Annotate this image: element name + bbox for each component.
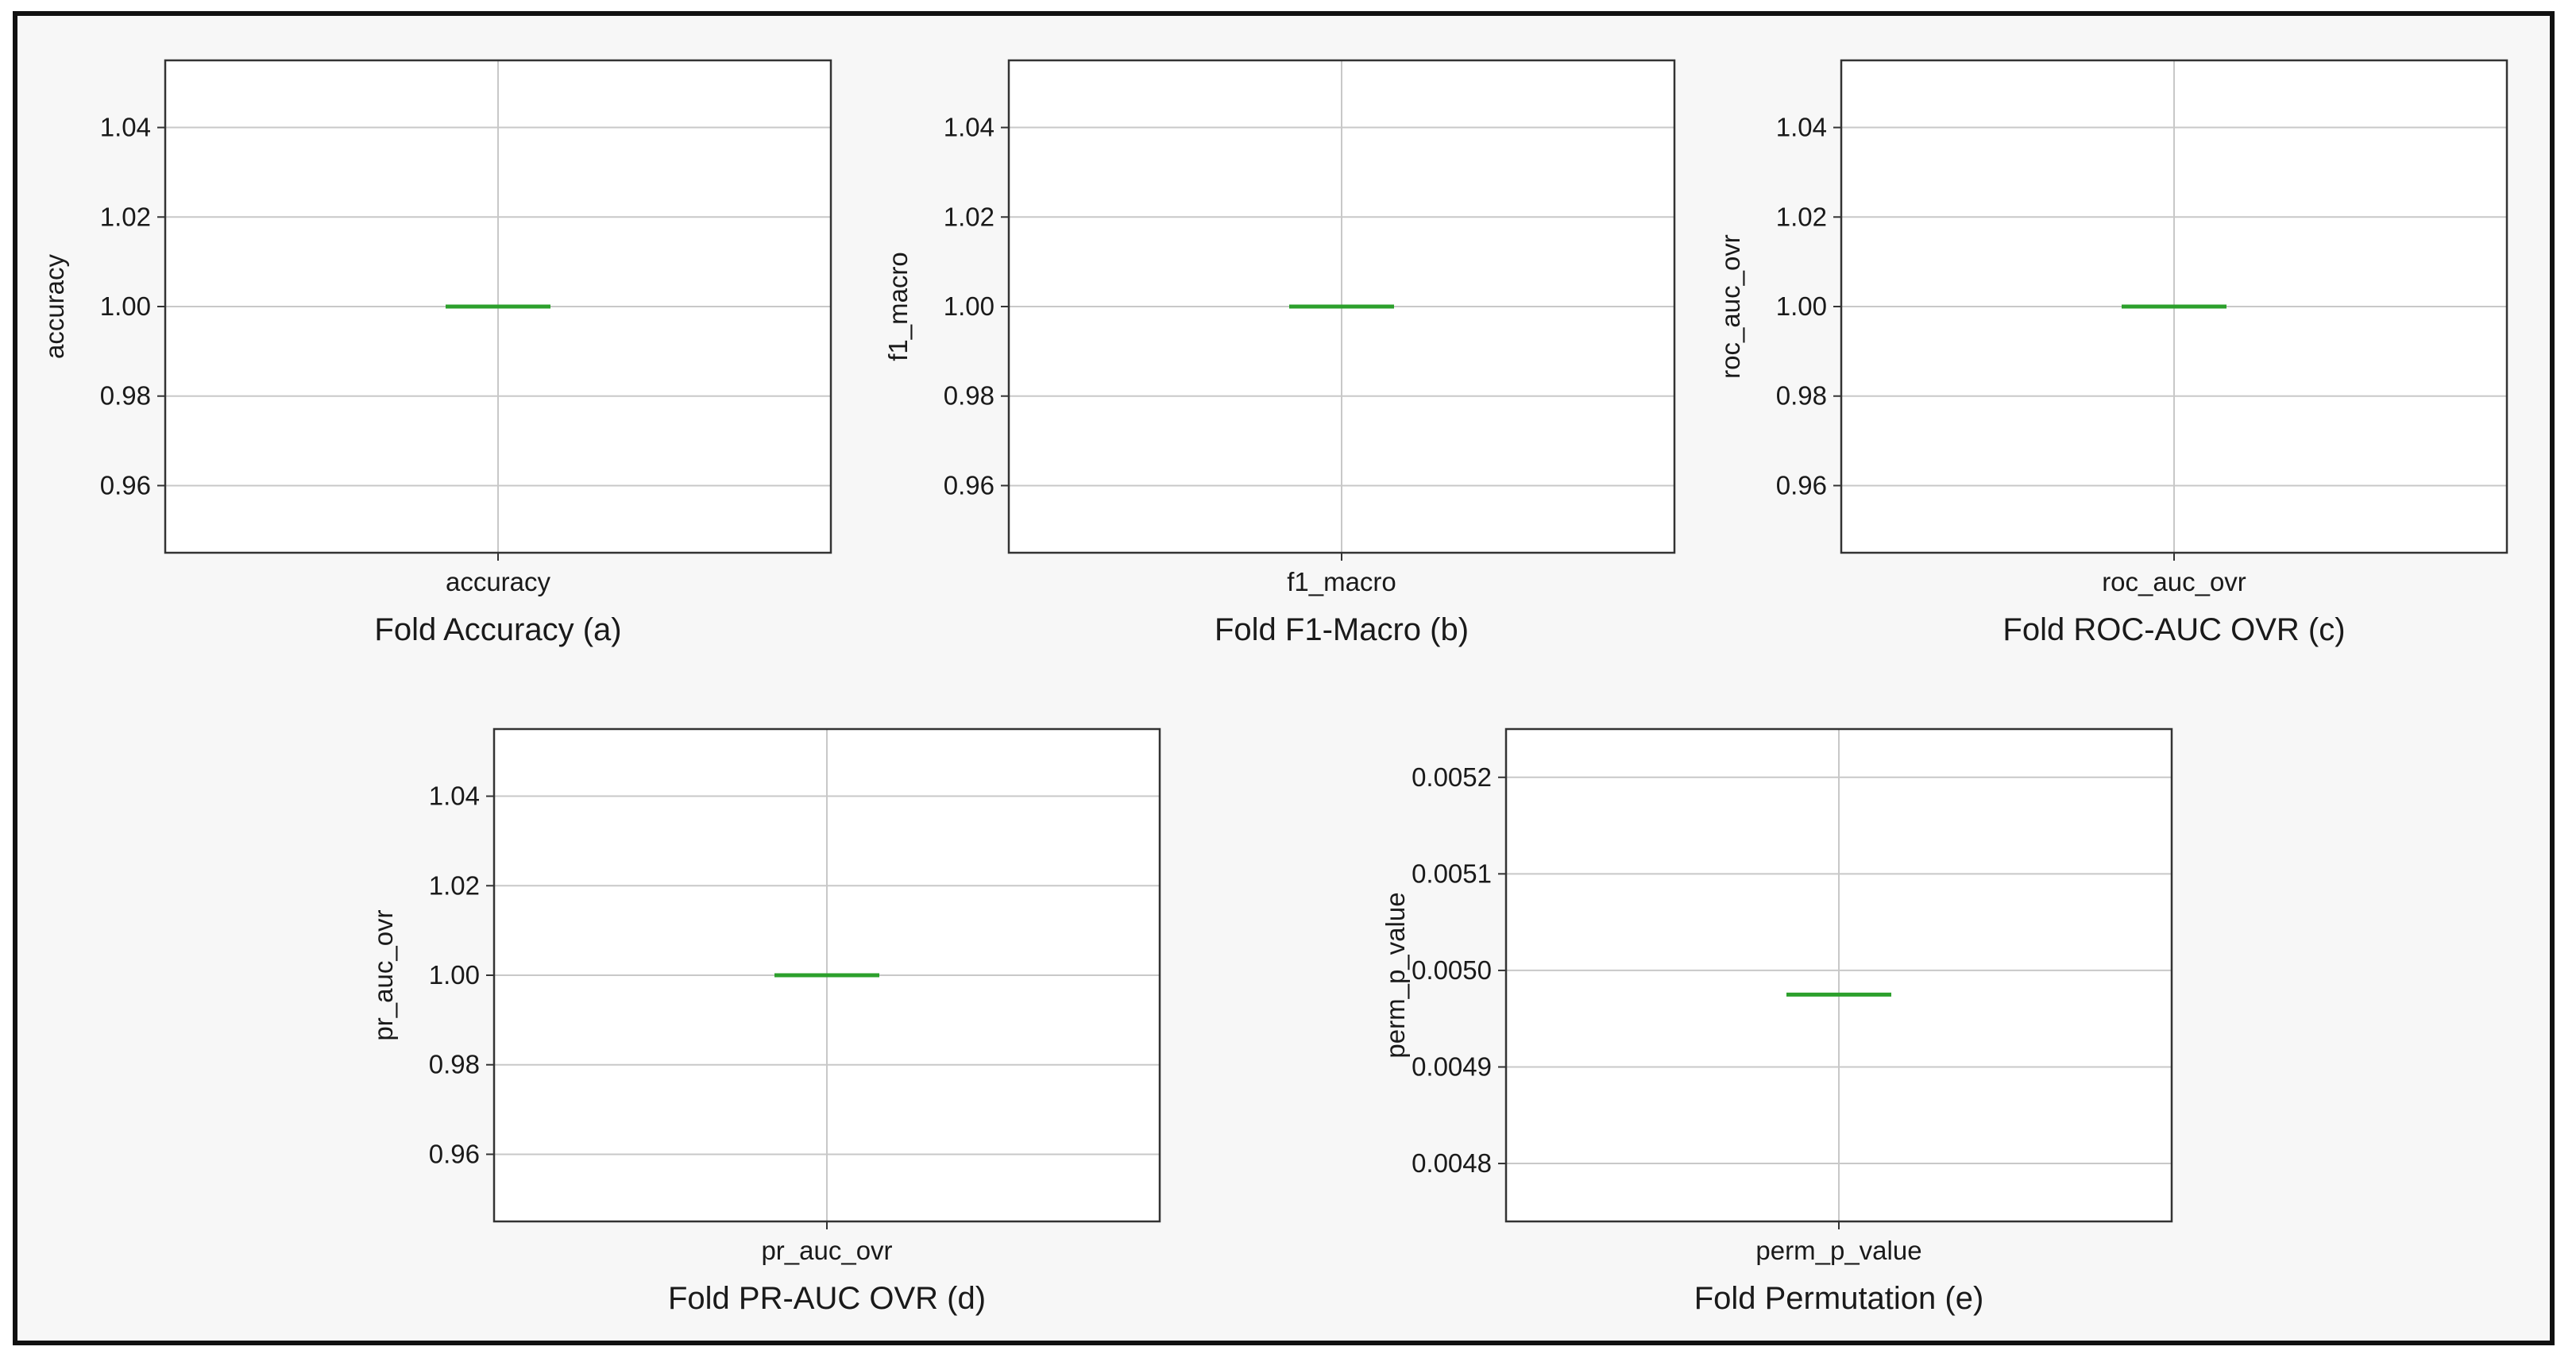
y-tick-label: 1.02 [429, 870, 480, 900]
y-tick-label: 0.0049 [1412, 1051, 1492, 1081]
y-tick-label: 0.0050 [1412, 955, 1492, 985]
x-tick-label: pr_auc_ovr [761, 1236, 892, 1265]
y-tick-label: 0.96 [1776, 470, 1827, 500]
y-tick-label: 1.00 [100, 291, 151, 321]
y-tick-label: 1.02 [100, 202, 151, 231]
y-tick-label: 1.04 [944, 113, 994, 142]
y-tick-label: 1.04 [429, 781, 480, 811]
y-tick-label: 0.98 [944, 381, 994, 411]
y-tick-label: 0.96 [429, 1139, 480, 1168]
chart-caption: Fold F1-Macro (b) [1215, 612, 1469, 647]
y-tick-label: 1.00 [944, 291, 994, 321]
y-tick-label: 1.00 [1776, 291, 1827, 321]
x-tick-label: accuracy [446, 567, 551, 596]
y-tick-label: 0.96 [100, 470, 151, 500]
y-tick-label: 1.02 [1776, 202, 1827, 231]
chart-3: 0.96 0.98 1.00 1.02 1.04 roc_auc_ovr Fold ROC-… [1716, 59, 2508, 647]
y-axis-label: perm_p_value [1381, 892, 1410, 1058]
y-tick-label: 0.0048 [1412, 1148, 1492, 1178]
y-tick-label: 0.0051 [1412, 858, 1492, 888]
x-tick-label: roc_auc_ovr [2102, 567, 2246, 596]
x-tick-label: perm_p_value [1755, 1236, 1921, 1265]
y-tick-label: 1.04 [1776, 113, 1827, 142]
chart-1: 0.96 0.98 1.00 1.02 1.04 accuracy Fold Accurac… [40, 59, 832, 647]
y-tick-label: 0.98 [1776, 381, 1827, 411]
x-tick-label: f1_macro [1287, 567, 1396, 596]
chart-2: 0.96 0.98 1.00 1.02 1.04 f1_macro Fold F1-Macr… [883, 59, 1676, 647]
y-axis-label: accuracy [40, 253, 69, 359]
chart-4: 0.96 0.98 1.00 1.02 1.04 pr_auc_ovr Fold PR-AU… [369, 727, 1161, 1316]
y-tick-label: 1.04 [100, 113, 151, 142]
y-tick-label: 0.98 [429, 1050, 480, 1079]
y-tick-label: 0.96 [944, 470, 994, 500]
chart-5: 0.0048 0.0049 0.0050 0.0051 0.0052 perm_p_val… [1381, 727, 2173, 1316]
y-axis-label: pr_auc_ovr [369, 909, 398, 1040]
y-tick-label: 0.98 [100, 381, 151, 411]
y-axis-label: roc_auc_ovr [1716, 234, 1745, 379]
chart-caption: Fold PR-AUC OVR (d) [668, 1281, 986, 1316]
chart-caption: Fold Accuracy (a) [374, 612, 621, 647]
y-axis-label: f1_macro [883, 252, 913, 361]
y-tick-label: 0.0052 [1412, 762, 1492, 792]
chart-caption: Fold ROC-AUC OVR (c) [2002, 612, 2345, 647]
y-tick-label: 1.02 [944, 202, 994, 231]
chart-caption: Fold Permutation (e) [1694, 1281, 1984, 1316]
y-tick-label: 1.00 [429, 960, 480, 990]
